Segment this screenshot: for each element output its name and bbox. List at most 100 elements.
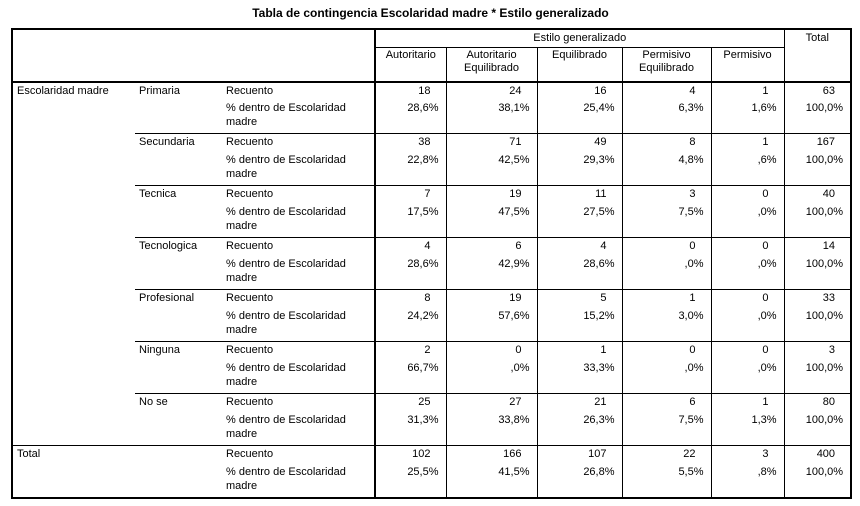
count-cell: 27 [445, 393, 538, 412]
percent-cell: 1,3% [710, 411, 785, 446]
percent-cell: 38,1% [445, 99, 538, 134]
percent-cell: 27,5% [536, 203, 623, 238]
percent-cell: 7,5% [621, 203, 712, 238]
category-label: Primaria [139, 84, 180, 97]
table-row: % dentro de Escolaridad madre 17,5% 47,5% 2… [12, 203, 852, 238]
total-column-header: Total [783, 29, 852, 83]
table-row-total: % dentro de Escolaridad madre 25,5% 41,5% 2… [12, 463, 852, 498]
count-cell: 1 [710, 393, 785, 412]
percent-cell: 66,7% [374, 359, 447, 394]
percent-row-label: % dentro de Escolaridad madre [226, 257, 346, 284]
percent-row-label: % dentro de Escolaridad madre [226, 153, 346, 180]
count-cell: 49 [536, 133, 623, 152]
count-cell: 22 [621, 445, 712, 464]
count-cell: 0 [710, 185, 785, 204]
percent-row-label: % dentro de Escolaridad madre [226, 413, 346, 440]
count-cell: 102 [374, 445, 447, 464]
table-row: Escolaridad madre Primaria Recuento 18 24 16 4… [12, 81, 852, 100]
count-cell: 6 [445, 237, 538, 256]
percent-cell: 1,6% [710, 99, 785, 134]
percent-cell: 28,6% [374, 255, 447, 290]
percent-cell: 47,5% [445, 203, 538, 238]
count-cell: 38 [374, 133, 447, 152]
table-row: % dentro de Escolaridad madre 28,6% 38,1% 2… [12, 99, 852, 134]
percent-cell: 15,2% [536, 307, 623, 342]
percent-cell: 100,0% [783, 463, 852, 498]
percent-cell: 100,0% [783, 99, 852, 134]
count-row-label: Recuento [222, 185, 376, 204]
percent-cell: ,6% [710, 151, 785, 186]
percent-cell: 25,5% [374, 463, 447, 498]
count-cell: 3 [621, 185, 712, 204]
count-cell: 4 [374, 237, 447, 256]
count-cell: 1 [710, 81, 785, 100]
percent-cell: 100,0% [783, 203, 852, 238]
table-row: % dentro de Escolaridad madre 31,3% 33,8% 2… [12, 411, 852, 446]
category-label: Tecnologica [135, 237, 222, 290]
percent-cell: 42,9% [445, 255, 538, 290]
row-dimension-label: Escolaridad madre [17, 84, 109, 97]
count-row-label: Recuento [226, 84, 274, 97]
percent-cell: 28,6% [374, 99, 447, 134]
count-cell: 3 [783, 341, 852, 360]
table-row: % dentro de Escolaridad madre 24,2% 57,6% 1… [12, 307, 852, 342]
percent-cell: 3,0% [621, 307, 712, 342]
count-cell: 0 [445, 341, 538, 360]
table-row: Ninguna Recuento 2 0 1 0 0 3 [12, 341, 852, 394]
count-cell: 0 [621, 237, 712, 256]
table-row: No se Recuento 25 27 21 6 1 80 [12, 393, 852, 446]
count-cell: 4 [621, 81, 712, 100]
percent-cell: 22,8% [374, 151, 447, 186]
percent-cell: 33,3% [536, 359, 623, 394]
percent-cell: 33,8% [445, 411, 538, 446]
percent-row-label: % dentro de Escolaridad madre [226, 101, 346, 128]
count-cell: 0 [621, 341, 712, 360]
category-label: Profesional [135, 289, 222, 342]
count-row-label: Recuento [222, 445, 376, 464]
count-cell: 1 [710, 133, 785, 152]
count-cell: 5 [536, 289, 623, 308]
table-title: Tabla de contingencia Escolaridad madre … [252, 6, 609, 20]
count-cell: 16 [536, 81, 623, 100]
count-cell: 8 [374, 289, 447, 308]
percent-cell: 100,0% [783, 255, 852, 290]
count-cell: 11 [536, 185, 623, 204]
category-label: No se [135, 393, 222, 446]
percent-cell: 100,0% [783, 359, 852, 394]
percent-cell: ,0% [621, 255, 712, 290]
count-cell: 63 [783, 81, 852, 100]
column-header-autoritario-equilibrado: Autoritario Equilibrado [445, 47, 538, 83]
percent-cell: 41,5% [445, 463, 538, 498]
percent-cell: 100,0% [783, 411, 852, 446]
percent-cell: 6,3% [621, 99, 712, 134]
count-row-label: Recuento [222, 393, 376, 412]
count-cell: 80 [783, 393, 852, 412]
percent-cell: 26,3% [536, 411, 623, 446]
percent-row-label: % dentro de Escolaridad madre [226, 309, 346, 336]
count-cell: 0 [710, 289, 785, 308]
table-row: Secundaria Recuento 38 71 49 8 1 167 [12, 133, 852, 186]
percent-cell: ,8% [710, 463, 785, 498]
column-header-permisivo: Permisivo [710, 47, 785, 83]
count-cell: 6 [621, 393, 712, 412]
count-cell: 24 [445, 81, 538, 100]
percent-cell: ,0% [710, 203, 785, 238]
table-row-total: Total Recuento 102 166 107 22 3 400 [12, 445, 852, 498]
percent-row-label: % dentro de Escolaridad madre [226, 465, 346, 492]
count-cell: 166 [445, 445, 538, 464]
percent-cell: ,0% [710, 359, 785, 394]
percent-cell: 100,0% [783, 307, 852, 342]
percent-row-label: % dentro de Escolaridad madre [226, 205, 346, 232]
count-cell: 167 [783, 133, 852, 152]
percent-cell: 17,5% [374, 203, 447, 238]
contingency-table: Estilo generalizado Total Autoritario Au… [11, 28, 853, 499]
percent-cell: 42,5% [445, 151, 538, 186]
count-row-label: Recuento [222, 341, 376, 360]
table-row: % dentro de Escolaridad madre 66,7% ,0% 33,… [12, 359, 852, 394]
percent-cell: ,0% [710, 307, 785, 342]
percent-cell: 28,6% [536, 255, 623, 290]
percent-cell: 7,5% [621, 411, 712, 446]
count-cell: 4 [536, 237, 623, 256]
percent-cell: 5,5% [621, 463, 712, 498]
